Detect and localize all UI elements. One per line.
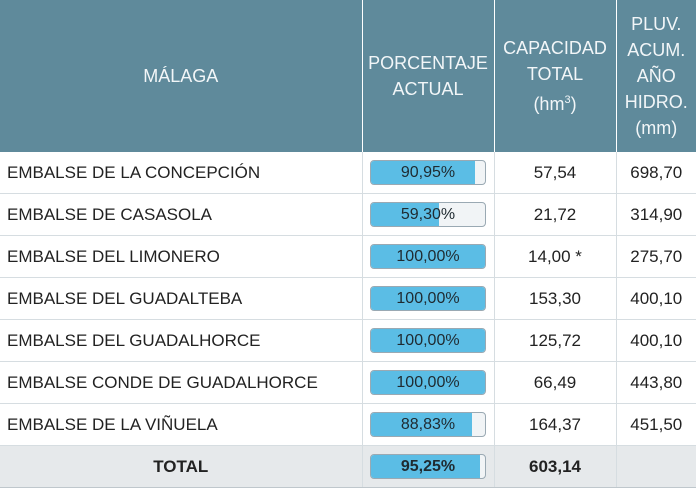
percentage-label: 100,00% [396,248,460,265]
reservoir-name: EMBALSE CONDE DE GUADALHORCE [0,361,363,404]
percentage-cell: 88,83% [362,403,495,446]
header-rainfall-line1: PLUV. [631,14,682,34]
header-rainfall-line2: ACUM. [627,40,686,60]
percentage-cell: 90,95% [362,152,495,194]
reservoir-name: EMBALSE DE LA VIÑUELA [0,403,363,446]
percentage-bar-fill [371,329,485,352]
header-percentage-line1: PORCENTAJE [368,53,488,73]
header-rainfall[interactable]: PLUV. ACUM. AÑO HIDRO. (mm) [616,0,696,152]
header-row: MÁLAGA PORCENTAJE ACTUAL CAPACIDAD TOTAL… [0,0,696,152]
capacity-cell: 603,14 [494,445,617,488]
rainfall-cell: 400,10 [616,319,696,362]
header-rainfall-line4: HIDRO. [624,92,688,112]
header-province-label: MÁLAGA [143,66,219,86]
capacity-cell: 21,72 [494,193,617,236]
percentage-label: 100,00% [396,332,460,349]
header-rainfall-line5: (mm) [635,118,678,138]
table-row: EMBALSE DE LA VIÑUELA 88,83% 164,37 451,50 [0,403,696,446]
rainfall-cell: 451,50 [616,403,696,446]
rainfall-cell: 275,70 [616,235,696,278]
percentage-label: 90,95% [400,164,456,181]
percentage-cell: 100,00% [362,277,495,320]
percentage-bar: 100,00% [370,370,486,395]
capacity-cell: 14,00 * [494,235,617,278]
rainfall-cell: 443,80 [616,361,696,404]
percentage-bar-fill [371,371,485,394]
percentage-bar-fill [371,455,480,478]
table-row: EMBALSE DE LA CONCEPCIÓN 90,95% 57,54 698,7… [0,152,696,194]
rainfall-cell: 314,90 [616,193,696,236]
percentage-cell: 100,00% [362,319,495,362]
percentage-bar-fill [371,161,475,184]
percentage-bar-fill [371,287,485,310]
percentage-label: 88,83% [400,416,456,433]
rainfall-cell: 698,70 [616,152,696,194]
header-province[interactable]: MÁLAGA [0,0,363,152]
reservoir-name: EMBALSE DE CASASOLA [0,193,363,236]
table-body: EMBALSE DE LA CONCEPCIÓN 90,95% 57,54 698,7… [0,152,696,488]
percentage-label: 95,25% [400,458,456,475]
header-capacity[interactable]: CAPACIDAD TOTAL (hm3) [494,0,617,152]
percentage-cell: 100,00% [362,235,495,278]
capacity-cell: 66,49 [494,361,617,404]
percentage-bar: 100,00% [370,328,486,353]
percentage-bar-fill [371,203,439,226]
header-capacity-line1: CAPACIDAD [503,38,607,58]
percentage-cell: 100,00% [362,361,495,404]
table-row: EMBALSE DEL LIMONERO 100,00% 14,00 * 275,70 [0,235,696,278]
reservoir-name: EMBALSE DEL GUADALTEBA [0,277,363,320]
total-row: TOTAL 95,25% 603,14 [0,445,696,488]
table-row: EMBALSE DEL GUADALTEBA 100,00% 153,30 400,1… [0,277,696,320]
percentage-bar: 95,25% [370,454,486,479]
percentage-cell: 59,30% [362,193,495,236]
percentage-bar: 90,95% [370,160,486,185]
capacity-cell: 153,30 [494,277,617,320]
rainfall-cell: 400,10 [616,277,696,320]
header-capacity-unit: (hm3) [533,94,577,114]
reservoir-name: EMBALSE DEL GUADALHORCE [0,319,363,362]
reservoir-name: EMBALSE DEL LIMONERO [0,235,363,278]
header-rainfall-line3: AÑO [636,66,676,86]
capacity-cell: 164,37 [494,403,617,446]
percentage-cell: 95,25% [362,445,495,488]
capacity-cell: 57,54 [494,152,617,194]
percentage-bar: 100,00% [370,244,486,269]
table-row: EMBALSE DEL GUADALHORCE 100,00% 125,72 400,… [0,319,696,362]
table-row: EMBALSE CONDE DE GUADALHORCE 100,00% 66,49… [0,361,696,404]
header-percentage-line2: ACTUAL [392,79,464,99]
capacity-cell: 125,72 [494,319,617,362]
percentage-label: 59,30% [400,206,456,223]
reservoir-name: EMBALSE DE LA CONCEPCIÓN [0,152,363,194]
table-row: EMBALSE DE CASASOLA 59,30% 21,72 314,90 [0,193,696,236]
percentage-bar: 59,30% [370,202,486,227]
percentage-bar: 100,00% [370,286,486,311]
header-capacity-line2: TOTAL [526,64,584,84]
reservoir-name: TOTAL [0,445,363,488]
percentage-bar-fill [371,413,473,436]
rainfall-cell [616,445,696,488]
header-percentage[interactable]: PORCENTAJE ACTUAL [362,0,495,152]
percentage-label: 100,00% [396,374,460,391]
percentage-label: 100,00% [396,290,460,307]
percentage-bar-fill [371,245,485,268]
percentage-bar: 88,83% [370,412,486,437]
